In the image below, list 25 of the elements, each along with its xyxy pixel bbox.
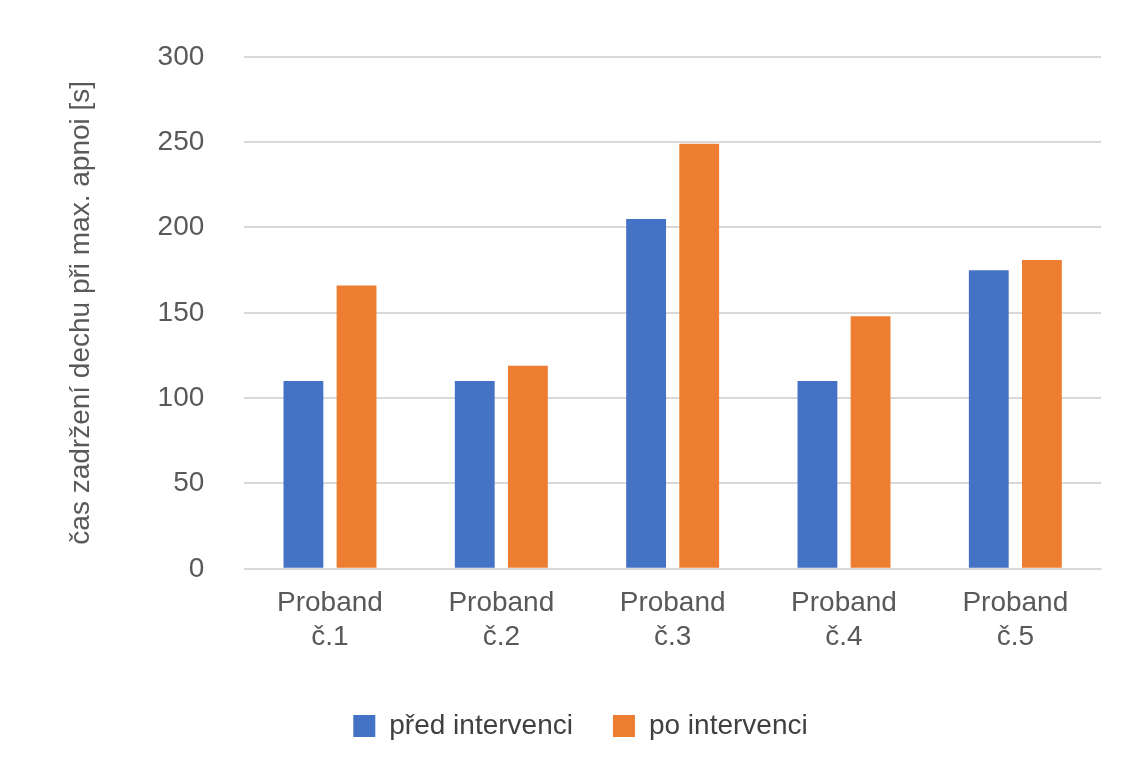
bar — [507, 365, 548, 568]
bar — [679, 143, 720, 568]
bar — [454, 381, 495, 568]
y-tick-label: 50 — [173, 466, 205, 498]
bar — [850, 316, 891, 568]
bar — [283, 381, 324, 568]
y-tick-label: 200 — [157, 210, 205, 242]
bar — [336, 285, 377, 568]
legend-label: před intervenci — [389, 708, 573, 740]
x-tick-label: Proband č.2 — [448, 586, 555, 651]
bar — [797, 381, 838, 568]
bar — [1021, 259, 1062, 568]
x-tick-label: Proband č.3 — [619, 586, 726, 651]
y-tick-label: 300 — [157, 39, 205, 71]
x-tick-label: Proband č.4 — [791, 586, 897, 651]
x-tick-label: Proband č.1 — [277, 586, 383, 651]
x-tick-label: Proband č.5 — [962, 586, 1069, 651]
y-tick-label: 250 — [157, 124, 205, 156]
y-axis-title: čas zadržení dechu při max. apnoi [s] — [63, 80, 95, 545]
y-tick-label: 0 — [188, 551, 205, 583]
bar — [968, 270, 1009, 568]
y-tick-label: 100 — [157, 380, 205, 412]
y-tick-label: 150 — [157, 295, 205, 327]
bar — [626, 218, 667, 568]
legend-label: po intervenci — [648, 708, 808, 740]
